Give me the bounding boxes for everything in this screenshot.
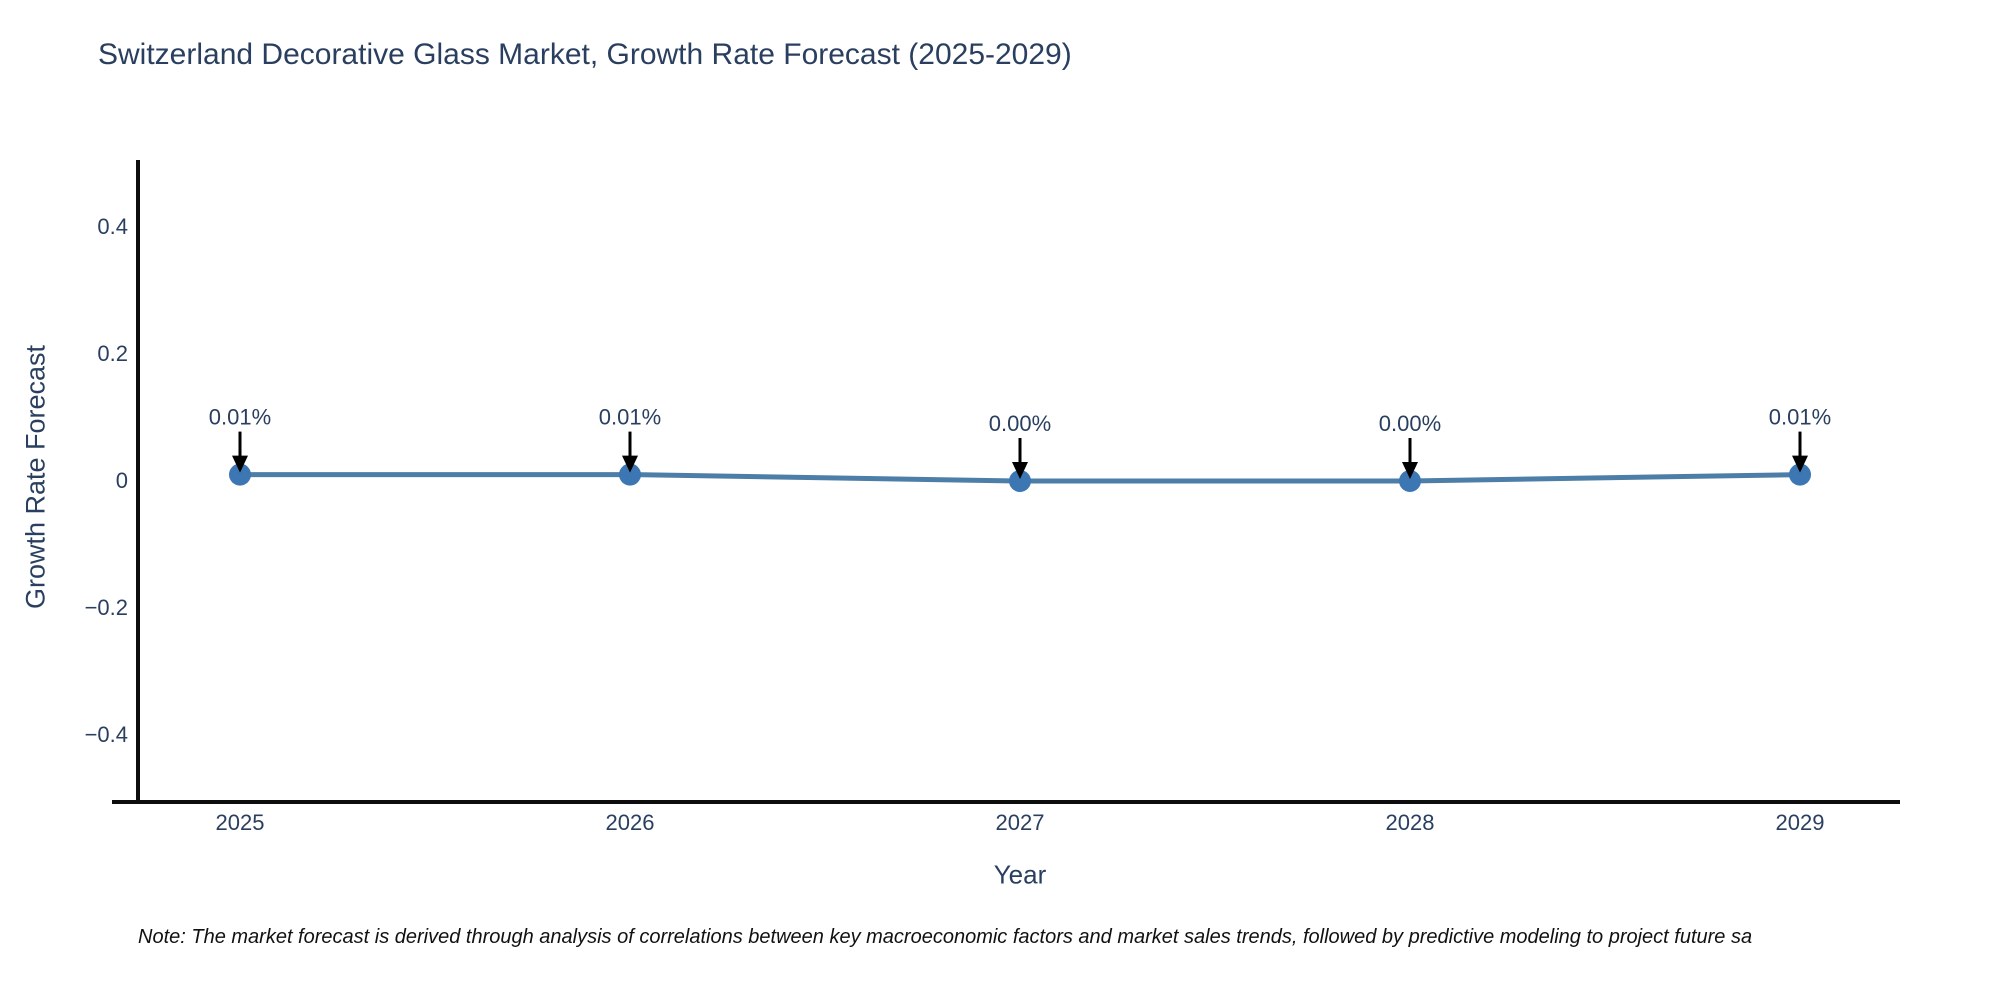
x-axis-line xyxy=(112,800,1900,804)
series-line xyxy=(240,472,1801,484)
data-point-marker xyxy=(1009,470,1031,492)
x-tick-label: 2029 xyxy=(1775,810,1825,835)
data-point-marker xyxy=(229,463,251,486)
y-tick-label: 0.2 xyxy=(97,341,128,366)
chart-title: Switzerland Decorative Glass Market, Gro… xyxy=(98,38,1072,71)
annotation-arrowhead-icon xyxy=(232,455,248,473)
data-point-label: 0.00% xyxy=(1379,411,1441,436)
annotation-arrowhead-icon xyxy=(622,455,638,473)
data-point-marker xyxy=(1789,463,1811,486)
x-tick-label: 2027 xyxy=(995,810,1045,835)
x-axis-title: Year xyxy=(993,859,1047,890)
y-tick-label: −0.2 xyxy=(84,595,128,620)
data-point-label: 0.00% xyxy=(989,411,1051,436)
data-point-label: 0.01% xyxy=(209,405,271,430)
x-tick-label: 2026 xyxy=(605,810,655,835)
x-tick-label: 2025 xyxy=(215,810,265,835)
annotation-arrowhead-icon xyxy=(1792,455,1808,473)
annotation-arrowhead-icon xyxy=(1402,462,1418,479)
y-tick-label: 0 xyxy=(115,468,128,493)
x-tick-label: 2028 xyxy=(1385,810,1435,835)
footnote: Note: The market forecast is derived thr… xyxy=(138,926,1753,948)
annotation-arrowhead-icon xyxy=(1012,462,1028,479)
data-point-label: 0.01% xyxy=(599,405,661,430)
y-tick-label: −0.4 xyxy=(84,722,128,747)
y-tick-label: 0.4 xyxy=(97,214,128,239)
data-point-marker xyxy=(1399,470,1421,492)
data-point-marker xyxy=(619,463,641,486)
y-axis-line xyxy=(136,160,140,804)
data-point-label: 0.01% xyxy=(1769,405,1831,430)
